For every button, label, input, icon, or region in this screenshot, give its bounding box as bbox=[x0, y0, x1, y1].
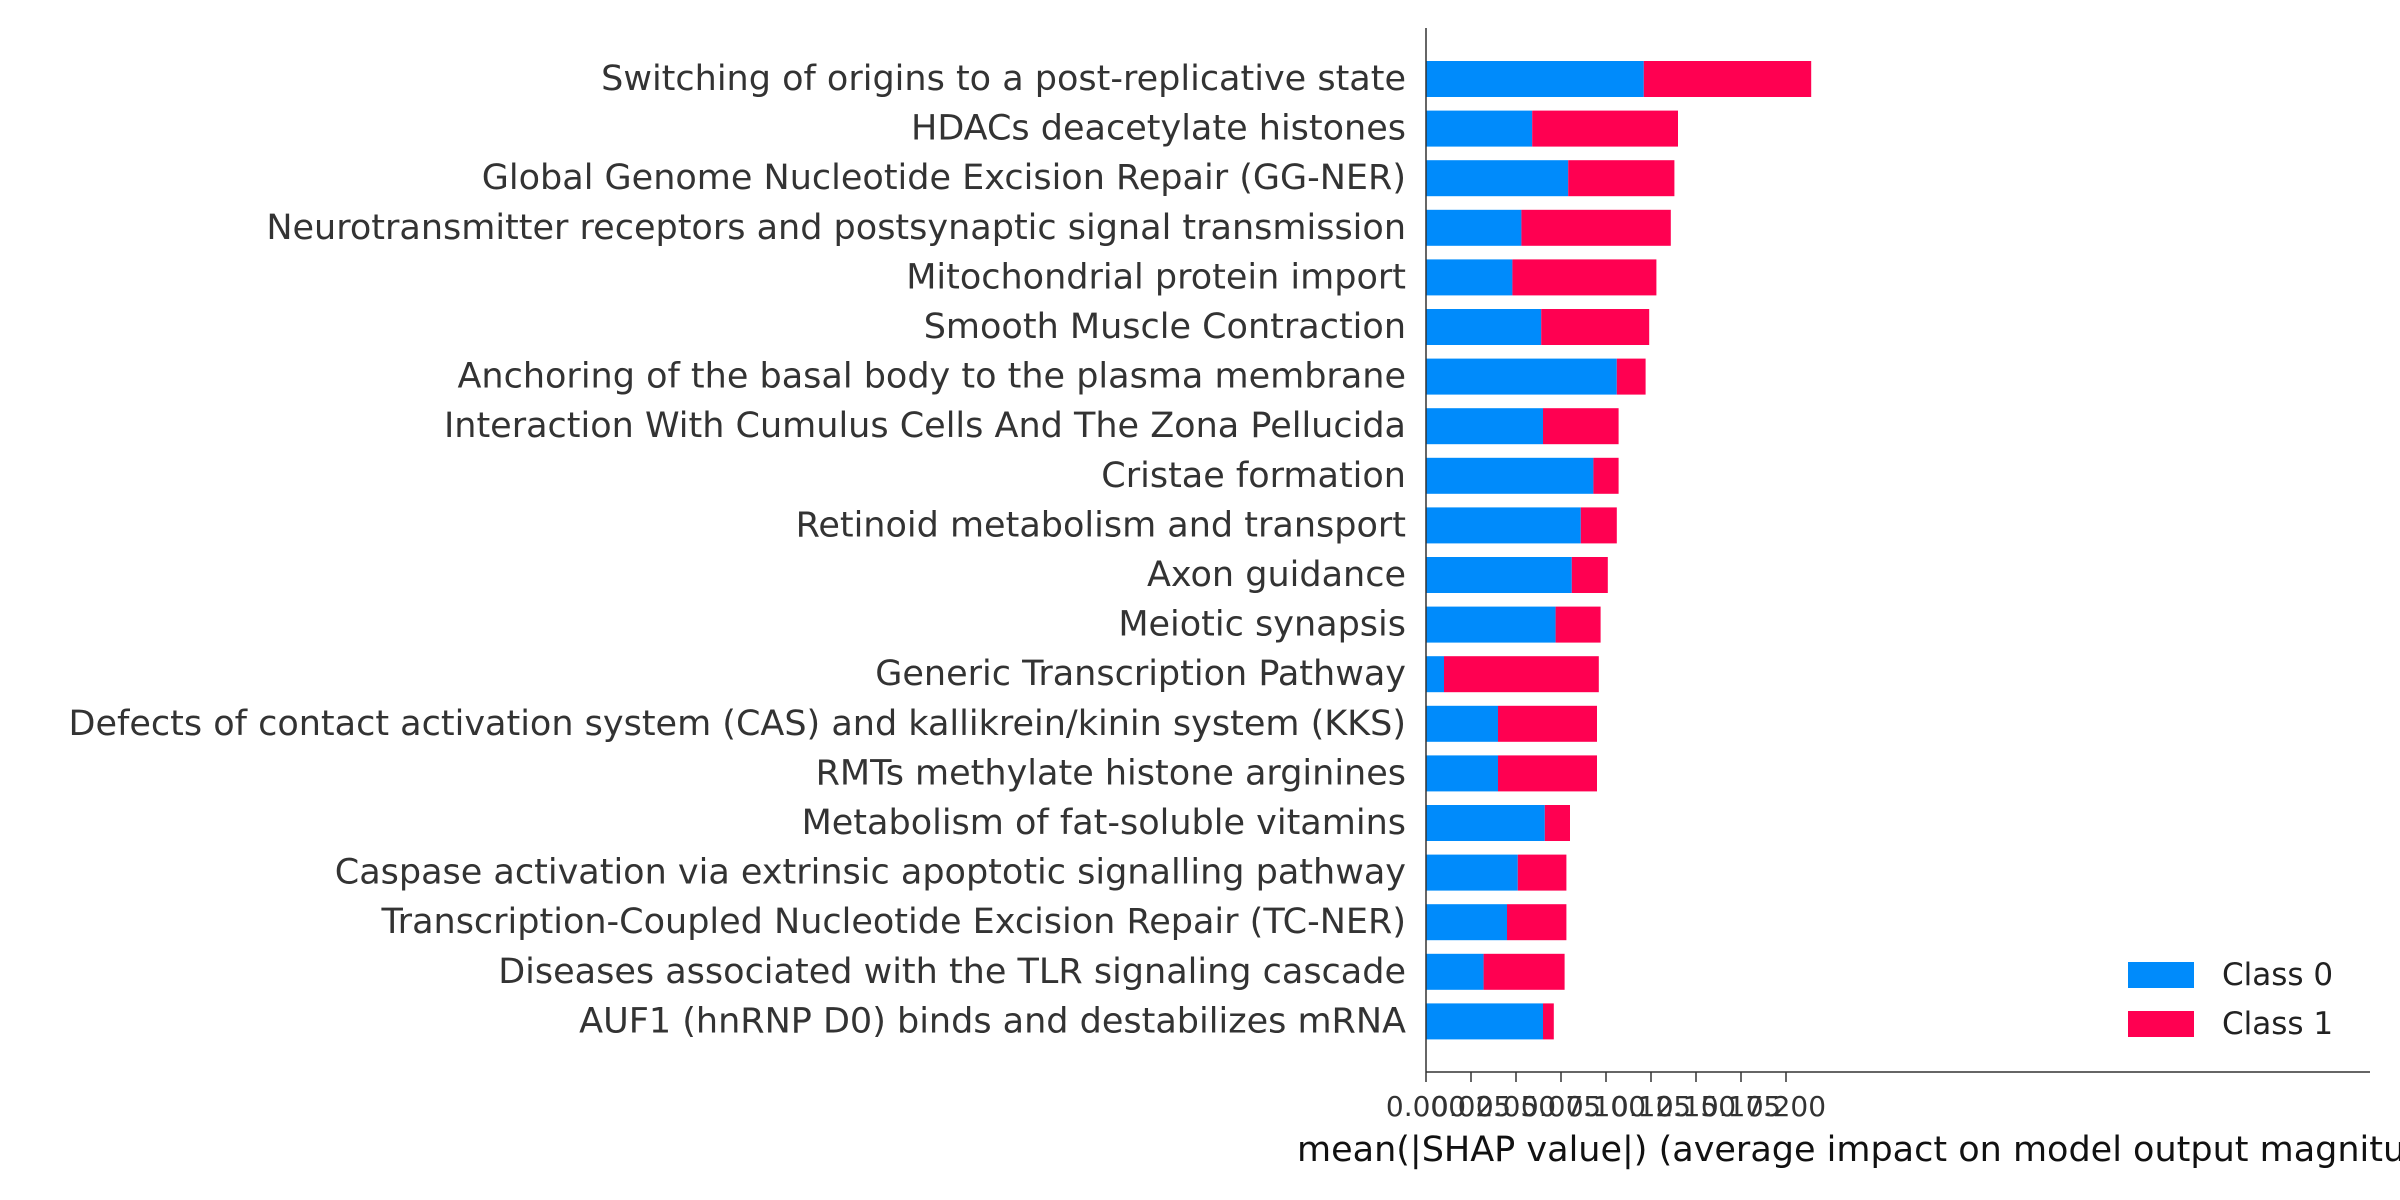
category-label: Retinoid metabolism and transport bbox=[796, 505, 1406, 545]
x-tick-label: 0.075 bbox=[1521, 1090, 1601, 1123]
bar-class-0 bbox=[1426, 457, 1594, 494]
x-tick-label: 0.125 bbox=[1611, 1090, 1691, 1123]
category-labels: Switching of origins to a post-replicati… bbox=[69, 59, 1407, 1041]
bar-class-0 bbox=[1426, 854, 1518, 891]
bar-class-1 bbox=[1517, 854, 1567, 891]
category-label: Switching of origins to a post-replicati… bbox=[601, 59, 1406, 99]
bar-class-1 bbox=[1571, 557, 1608, 593]
category-label: AUF1 (hnRNP D0) binds and destabilizes m… bbox=[579, 1001, 1406, 1041]
category-label: Defects of contact activation system (CA… bbox=[69, 704, 1406, 744]
x-tick-label: 0.050 bbox=[1476, 1090, 1556, 1123]
bar-class-0 bbox=[1426, 805, 1545, 841]
category-label: Transcription-Coupled Nucleotide Excisio… bbox=[380, 902, 1406, 942]
bar-class-0 bbox=[1426, 408, 1543, 445]
bar-class-1 bbox=[1543, 1003, 1554, 1040]
bar-class-1 bbox=[1544, 805, 1570, 841]
bar-class-0 bbox=[1426, 557, 1572, 593]
legend-label: Class 0 bbox=[2222, 957, 2333, 993]
legend: Class 0 Class 1 bbox=[2128, 957, 2333, 1042]
bar-class-1 bbox=[1555, 606, 1601, 643]
category-label: RMTs methylate histone arginines bbox=[816, 753, 1406, 793]
bar-class-1 bbox=[1512, 259, 1657, 296]
category-label: Diseases associated with the TLR signali… bbox=[498, 952, 1406, 992]
bar-class-0 bbox=[1426, 656, 1444, 693]
bars-group bbox=[1426, 61, 1812, 1040]
x-tick-label: 0.025 bbox=[1431, 1090, 1511, 1123]
bar-class-0 bbox=[1426, 209, 1522, 246]
category-label: Axon guidance bbox=[1147, 555, 1406, 595]
bar-class-1 bbox=[1543, 408, 1619, 445]
category-label: Anchoring of the basal body to the plasm… bbox=[457, 357, 1406, 397]
bar-class-0 bbox=[1426, 259, 1513, 296]
bar-class-0 bbox=[1426, 309, 1542, 345]
bar-class-1 bbox=[1616, 358, 1646, 395]
bar-class-0 bbox=[1426, 1003, 1543, 1040]
bar-class-1 bbox=[1541, 309, 1650, 345]
bar-class-0 bbox=[1426, 358, 1617, 395]
bar-class-1 bbox=[1521, 209, 1671, 246]
bar-class-0 bbox=[1426, 606, 1556, 643]
bar-class-1 bbox=[1568, 160, 1675, 197]
legend-swatch bbox=[2128, 962, 2194, 988]
x-axis-ticks: 0.0000.0250.0500.0750.1000.1250.1500.175… bbox=[1386, 1072, 1826, 1123]
bar-class-1 bbox=[1532, 110, 1678, 147]
bar-class-0 bbox=[1426, 755, 1498, 792]
legend-label: Class 1 bbox=[2222, 1006, 2333, 1042]
bar-class-0 bbox=[1426, 507, 1581, 544]
bar-class-1 bbox=[1643, 61, 1812, 97]
category-label: Smooth Muscle Contraction bbox=[924, 307, 1406, 347]
legend-swatch bbox=[2128, 1011, 2194, 1037]
bar-class-0 bbox=[1426, 705, 1498, 742]
category-label: Generic Transcription Pathway bbox=[875, 654, 1406, 694]
bar-class-0 bbox=[1426, 160, 1569, 197]
bar-class-0 bbox=[1426, 904, 1507, 941]
bar-class-1 bbox=[1483, 953, 1565, 990]
x-tick-label: 0.100 bbox=[1566, 1090, 1646, 1123]
bar-class-1 bbox=[1498, 755, 1597, 792]
bar-class-1 bbox=[1498, 705, 1597, 742]
category-label: Mitochondrial protein import bbox=[906, 257, 1406, 297]
bar-class-0 bbox=[1426, 953, 1484, 990]
x-tick-label: 0.150 bbox=[1656, 1090, 1736, 1123]
category-label: HDACs deacetylate histones bbox=[911, 109, 1406, 149]
bar-class-0 bbox=[1426, 61, 1644, 97]
category-label: Neurotransmitter receptors and postsynap… bbox=[266, 208, 1406, 248]
category-label: Global Genome Nucleotide Excision Repair… bbox=[482, 158, 1406, 198]
category-label: Cristae formation bbox=[1101, 456, 1406, 496]
x-tick-label: 0.200 bbox=[1746, 1090, 1826, 1123]
x-axis-title: mean(|SHAP value|) (average impact on mo… bbox=[1297, 1130, 2400, 1170]
category-label: Metabolism of fat-soluble vitamins bbox=[802, 803, 1406, 843]
category-label: Caspase activation via extrinsic apoptot… bbox=[335, 853, 1406, 893]
bar-class-1 bbox=[1507, 904, 1567, 941]
x-tick-label: 0.000 bbox=[1386, 1090, 1466, 1123]
category-label: Interaction With Cumulus Cells And The Z… bbox=[444, 406, 1406, 446]
bar-class-1 bbox=[1593, 457, 1619, 494]
bar-class-0 bbox=[1426, 110, 1533, 147]
x-tick-label: 0.175 bbox=[1701, 1090, 1781, 1123]
bar-class-1 bbox=[1580, 507, 1617, 544]
category-label: Meiotic synapsis bbox=[1118, 605, 1406, 645]
bar-class-1 bbox=[1444, 656, 1599, 693]
